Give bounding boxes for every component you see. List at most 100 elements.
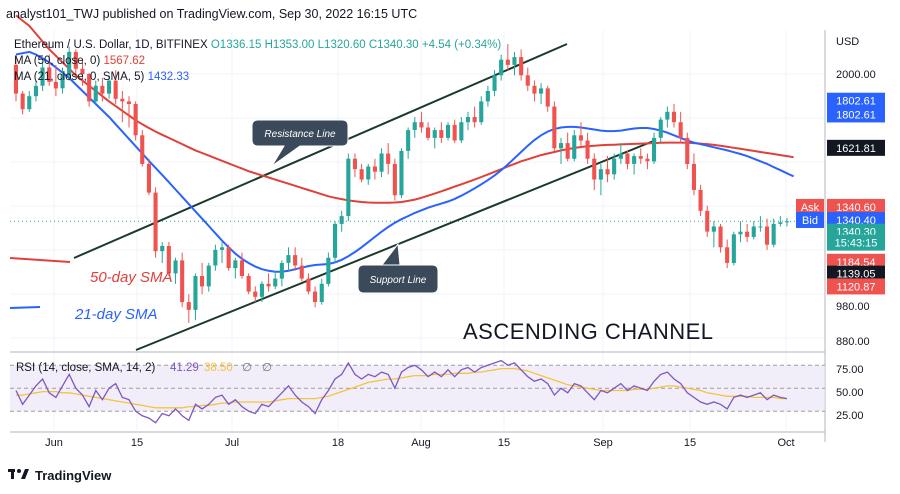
candle-body xyxy=(246,276,251,292)
rsi-value: 41.29 xyxy=(170,362,199,374)
candle-body xyxy=(751,226,756,237)
candle-body xyxy=(313,291,318,302)
ma21-annotation: 21-day SMA xyxy=(74,306,158,323)
candle-body xyxy=(678,122,683,138)
price-tag-label: 1340.60 xyxy=(836,202,876,214)
candle-body xyxy=(399,150,404,196)
rsi-empty-glyph-2: ∅ xyxy=(262,362,272,374)
candle-body xyxy=(539,88,544,94)
x-tick-label: 18 xyxy=(332,437,344,449)
candle-body xyxy=(479,101,484,123)
candle-body xyxy=(47,67,52,82)
price-tag-box xyxy=(827,139,885,156)
candle-body xyxy=(499,59,504,76)
candle-body xyxy=(771,223,776,245)
y-tick-label: 980.00 xyxy=(836,301,870,313)
candle-body xyxy=(725,247,730,263)
price-tag-box xyxy=(827,106,885,123)
candle-body xyxy=(326,257,331,284)
rsi-tick-label: 50.00 xyxy=(836,387,864,399)
candle-body xyxy=(259,283,264,297)
candle-body xyxy=(120,98,125,102)
candle-body xyxy=(592,158,597,180)
candle-body xyxy=(698,190,703,211)
ma-legend: MA (21, close, 0, SMA, 5) 1432.33 xyxy=(14,71,189,83)
candle-body xyxy=(452,124,457,141)
candle-body xyxy=(572,135,577,159)
candle-body xyxy=(166,246,171,274)
candle-body xyxy=(618,153,623,159)
candle-body xyxy=(738,231,743,235)
candle-body xyxy=(133,104,138,136)
candle-body xyxy=(711,226,716,232)
candle-body xyxy=(718,226,723,248)
candle-body xyxy=(67,51,72,76)
candle-body xyxy=(665,111,670,120)
price-tag-label: 1120.87 xyxy=(837,281,876,293)
tradingview-logo[interactable]: TradingView xyxy=(8,468,111,483)
price-tag-box xyxy=(827,198,885,215)
ma21-line xyxy=(9,50,795,309)
ma50-annotation: 50-day SMA xyxy=(90,269,173,286)
published-line: analyst101_TWJ published on TradingView.… xyxy=(6,7,418,21)
candle-body xyxy=(372,166,377,172)
candle-body xyxy=(778,222,783,224)
price-tag-label: 1139.05 xyxy=(837,269,876,281)
candle-body xyxy=(206,265,211,287)
candle-body xyxy=(352,158,357,170)
price-tag-name-box xyxy=(796,211,824,228)
candle-body xyxy=(160,246,165,252)
candle-body xyxy=(532,85,537,94)
price-tag-box xyxy=(827,278,885,295)
price-tag-box xyxy=(827,92,885,109)
price-tag-label: 15:43:15 xyxy=(835,238,878,250)
candle-body xyxy=(107,80,112,94)
candle-body xyxy=(459,122,464,141)
ascending-channel xyxy=(73,43,657,351)
candle-body xyxy=(306,278,311,292)
candle-body xyxy=(645,158,650,162)
support-line xyxy=(135,139,657,351)
candle-body xyxy=(545,88,550,107)
candle-body xyxy=(13,64,18,94)
resistance-callout-box xyxy=(251,119,349,167)
rsi-line xyxy=(15,359,788,424)
candle-body xyxy=(465,117,470,123)
currency-label: USD xyxy=(836,36,859,48)
candle-body xyxy=(492,75,497,91)
candle-body xyxy=(784,221,789,223)
price-tag-label: 1621.81 xyxy=(836,143,876,155)
x-tick-label: Jun xyxy=(45,437,63,449)
candle-body xyxy=(153,192,158,252)
candle-body xyxy=(652,137,657,162)
candle-body xyxy=(605,169,610,175)
price-tag-label: 1802.61 xyxy=(836,109,876,121)
candle-body xyxy=(685,137,690,164)
candle-body xyxy=(279,263,284,279)
candle-body xyxy=(87,74,92,102)
rsi-tick-label: 25.00 xyxy=(836,410,864,422)
candle-body xyxy=(40,67,45,86)
price-tag-label: 1802.61 xyxy=(836,96,876,108)
rsi-label: RSI (14, close, SMA, 14, 2) xyxy=(16,362,156,374)
candle-body xyxy=(658,119,663,138)
x-tick-label: 15 xyxy=(131,437,143,449)
candle-body xyxy=(366,166,371,180)
resistance-label: Resistance Line xyxy=(264,129,336,140)
ma-legend: MA (50, close, 0) 1567.62 xyxy=(14,55,145,67)
candle-body xyxy=(565,143,570,159)
axes: USD 2000.00 980.00 880.00 75.00 50.00 25.00 Jun… xyxy=(45,36,876,449)
x-tick-label: Jul xyxy=(225,437,239,449)
candle-body xyxy=(758,226,763,228)
candle-body xyxy=(113,80,118,99)
price-tag-name: Ask xyxy=(801,202,820,214)
candle-body xyxy=(140,135,145,164)
rsi-empty-glyph-1: ∅ xyxy=(242,362,252,374)
legend: Ethereum / U.S. Dollar, 1D, BITFINEX O13… xyxy=(14,39,501,83)
candle-body xyxy=(525,75,530,86)
candle-body xyxy=(53,81,58,89)
rsi-smoothing-value: 38.50 xyxy=(204,362,233,374)
price-tag-name: Bid xyxy=(802,215,818,227)
